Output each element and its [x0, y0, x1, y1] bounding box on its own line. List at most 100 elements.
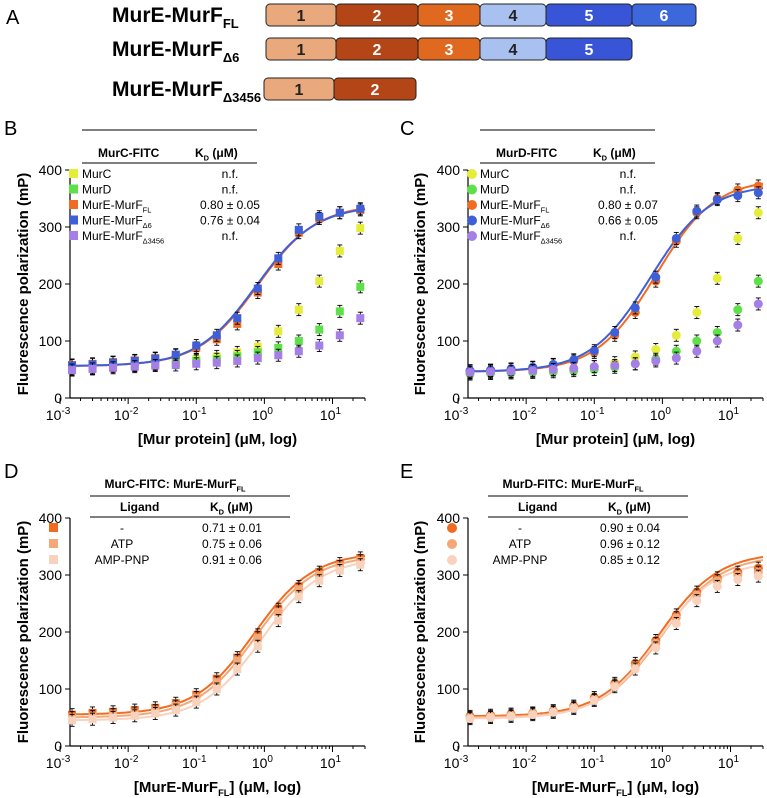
y-tick-label: 200	[437, 624, 461, 640]
x-axis-label: [Mur protein] (μM, log)	[536, 431, 695, 448]
domain-label: 1	[297, 8, 306, 25]
y-tick-label: 300	[437, 567, 461, 583]
data-point	[356, 204, 365, 213]
legend-header-kd: KD (μM)	[210, 500, 253, 516]
y-tick-label: 100	[437, 681, 461, 697]
x-tick-label: 10-3	[444, 406, 469, 423]
data-point	[274, 343, 283, 352]
domain-label: 2	[371, 82, 380, 99]
data-point	[253, 284, 262, 293]
panel-label-b: B	[4, 118, 17, 140]
x-tick-label: 101	[320, 754, 342, 771]
legend-table-title: MurC-FITC: MurE-MurFFL	[104, 477, 246, 493]
data-point	[192, 359, 201, 368]
data-point	[712, 195, 722, 205]
construct-name-0: MurE-MurFFL	[112, 4, 239, 31]
data-point	[130, 711, 139, 720]
data-point	[212, 685, 221, 693]
x-tick-label: 10-3	[444, 754, 469, 771]
data-point	[274, 351, 283, 360]
data-point	[569, 703, 579, 713]
chart-panel-c: 0 100 200 300 400 10-3 10-2 10-1 100 101 [Mur prot…	[412, 129, 764, 448]
x-tick-label: 101	[718, 754, 740, 771]
legend-series-kd: 0.80 ± 0.07	[598, 198, 658, 212]
legend-marker	[49, 555, 58, 564]
data-point	[671, 330, 681, 340]
data-point	[692, 336, 702, 346]
chart-panel-e: 0 100 200 300 400 10-3 10-2 10-1 100 101 [MurE-Mur…	[412, 477, 764, 798]
data-point	[528, 710, 538, 720]
data-point	[315, 341, 324, 350]
y-tick-label: 400	[39, 510, 63, 526]
x-tick-label: 101	[320, 406, 342, 423]
y-tick-label: 200	[437, 276, 461, 292]
legend-series-name: ATP	[111, 537, 133, 551]
data-point	[68, 716, 77, 725]
x-tick-label: 10-2	[114, 406, 139, 423]
legend-marker	[69, 231, 78, 240]
data-point	[692, 206, 702, 216]
x-axis-label: [Mur protein] (μM, log)	[138, 431, 297, 448]
domain-box	[631, 3, 697, 27]
legend-series-kd: 0.66 ± 0.05	[598, 214, 658, 228]
legend-header-probe: MurD-FITC	[496, 146, 558, 160]
x-axis-label: [MurE-MurFFL] (μM, log)	[532, 779, 699, 798]
chart-panel-d: 0 100 200 300 400 10-3 10-2 10-1 100 101 [MurE-Mur…	[15, 477, 366, 798]
data-point	[274, 608, 283, 617]
legend-marker	[69, 215, 78, 225]
data-point	[671, 346, 681, 356]
legend-series-name: MurE-MurFΔ3456	[480, 229, 562, 245]
data-point	[315, 277, 324, 286]
data-point	[356, 282, 365, 291]
legend-series-name: MurC	[480, 167, 510, 181]
legend-series-name: AMP-PNP	[493, 553, 548, 567]
y-tick-label: 300	[39, 219, 63, 235]
data-point	[506, 366, 516, 376]
data-point	[651, 272, 661, 282]
domain-label: 1	[295, 82, 304, 99]
data-point	[486, 713, 496, 722]
data-point	[630, 352, 640, 362]
y-tick-label: 0	[54, 390, 62, 406]
data-point	[315, 576, 324, 585]
construct-name-2: MurE-MurFΔ3456	[112, 78, 261, 105]
legend-series-kd: n.f.	[620, 183, 637, 197]
data-point	[610, 361, 620, 371]
legend-header-probe: Ligand	[518, 500, 557, 514]
data-point	[610, 682, 620, 692]
legend-marker	[49, 539, 58, 548]
legend-series-name: AMP-PNP	[95, 553, 150, 567]
data-point	[253, 633, 262, 642]
panel-a-domain-diagram: MurE-MurFFL 1 2 3 4 5 6 MurE-MurFΔ6 1 2 3 4 5 MurE-Mu…	[112, 3, 697, 105]
data-point	[212, 358, 221, 367]
data-point	[109, 363, 118, 372]
y-axis-label: Fluorescence polarization (mP)	[412, 173, 429, 396]
data-point	[733, 305, 743, 315]
data-point	[274, 616, 283, 625]
data-point	[335, 246, 344, 255]
x-tick-label: 101	[718, 406, 740, 423]
legend-series-kd: n.f.	[222, 229, 239, 243]
data-point	[335, 331, 344, 340]
legend-series-kd: 0.80 ± 0.05	[200, 198, 260, 212]
legend-series-name: MurE-MurFΔ6	[480, 214, 550, 230]
data-point	[88, 715, 97, 724]
legend-header-probe: Ligand	[120, 500, 159, 514]
legend-marker	[447, 555, 457, 565]
legend-marker	[467, 200, 477, 210]
legend-marker	[467, 169, 477, 179]
data-point	[692, 308, 702, 317]
legend-series-kd: 0.75 ± 0.06	[202, 537, 262, 551]
data-point	[692, 596, 702, 606]
domain-label: 5	[585, 42, 594, 59]
y-tick-label: 100	[39, 333, 63, 349]
construct-name-1: MurE-MurFΔ6	[112, 38, 239, 65]
data-point	[753, 208, 763, 218]
data-point	[233, 665, 242, 674]
data-point	[253, 354, 262, 363]
domain-label: 3	[445, 42, 454, 59]
panel-label-e: E	[400, 461, 413, 483]
data-point	[192, 341, 201, 350]
data-point	[356, 560, 365, 569]
